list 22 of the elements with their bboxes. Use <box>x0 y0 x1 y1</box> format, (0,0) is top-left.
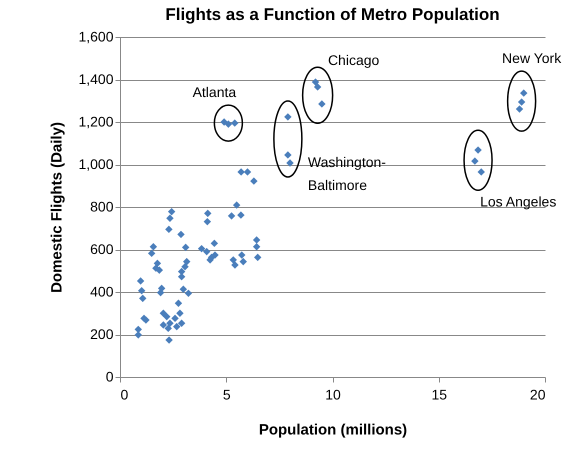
y-tick-label: 400 <box>90 284 114 300</box>
y-tick-label: 600 <box>90 241 114 257</box>
y-tick-label: 1,600 <box>78 28 114 44</box>
y-tick-label: 200 <box>90 326 114 342</box>
annotation: Chicago <box>328 52 380 68</box>
x-axis-title: Population (millions) <box>258 422 408 438</box>
y-tick-label: 1,000 <box>78 156 114 172</box>
chart-title: Flights as a Function of Metro Population <box>165 5 500 24</box>
y-tick-label: 800 <box>90 198 114 214</box>
y-axis-title: Domestic Flights (Daily) <box>48 122 66 293</box>
x-tick-label: 5 <box>222 386 231 402</box>
x-tick-label: 15 <box>431 386 448 402</box>
annotation: Los Angeles <box>480 193 556 210</box>
y-tick-label: 0 <box>106 368 114 384</box>
annotation: New York <box>502 50 562 66</box>
x-tick-label: 0 <box>120 386 128 402</box>
x-tick-label: 10 <box>325 386 341 402</box>
y-tick-label: 1,400 <box>78 71 114 87</box>
y-tick-label: 1,200 <box>78 114 114 130</box>
annotation: Washington- Baltimore <box>308 154 386 193</box>
x-tick-label: 20 <box>530 386 546 402</box>
annotation: Atlanta <box>192 84 236 100</box>
